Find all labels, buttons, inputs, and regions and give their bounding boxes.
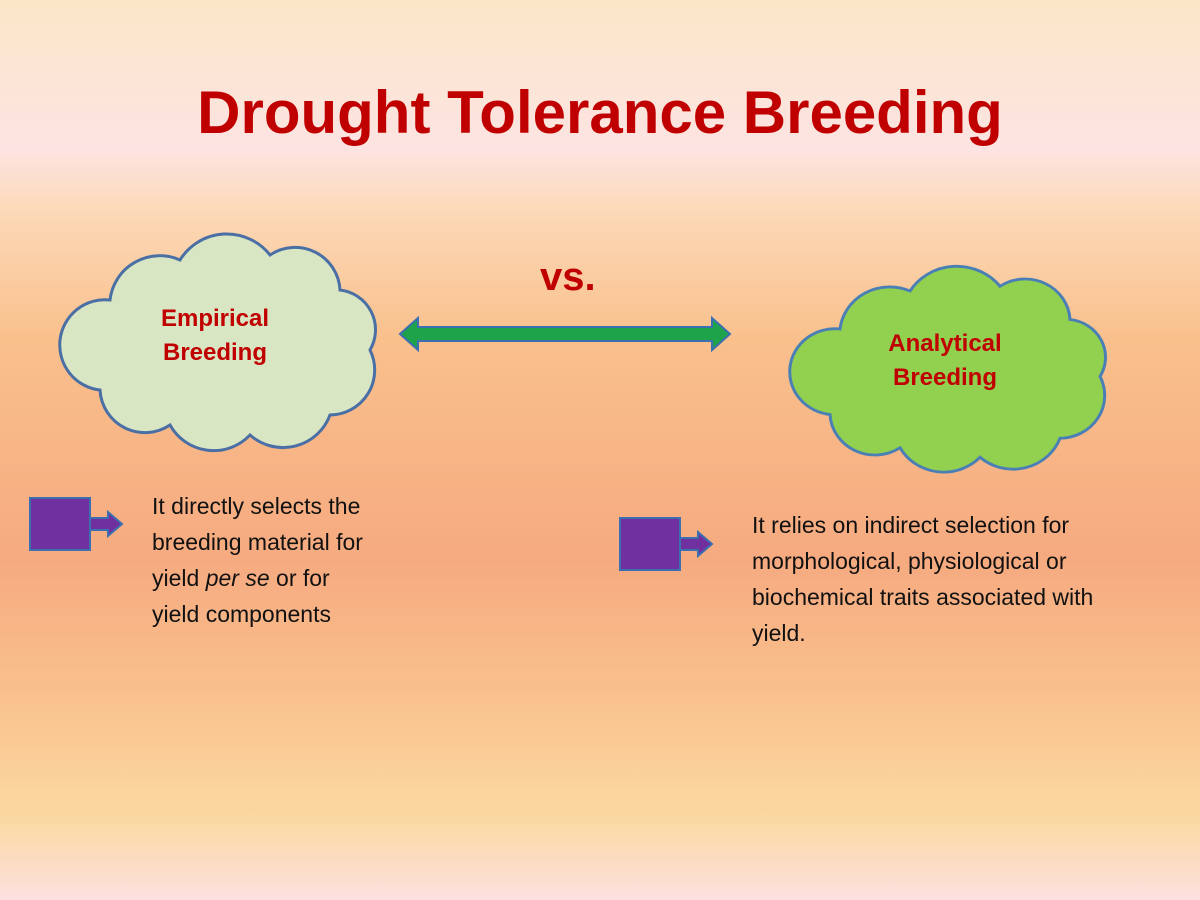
cloud-label: Analytical Breeding: [888, 330, 1002, 391]
description: It directly selects the breeding materia…: [152, 488, 382, 632]
text: or for yield components: [152, 565, 331, 627]
text: It directly selects the breeding materia…: [152, 493, 363, 591]
italic-text: per se: [205, 565, 270, 591]
empirical-cloud: [58, 232, 377, 453]
cloud-label: Empirical Breeding: [160, 305, 270, 366]
slide-title: Drought Tolerance Breeding: [197, 79, 1003, 146]
analytical-cloud: [788, 264, 1108, 474]
description: It relies on indirect selection for morp…: [752, 512, 1094, 646]
bullet-arrow: [29, 497, 124, 551]
versus: vs.: [540, 255, 596, 299]
double-arrow: [398, 315, 732, 353]
bullet-arrow: [619, 517, 714, 571]
